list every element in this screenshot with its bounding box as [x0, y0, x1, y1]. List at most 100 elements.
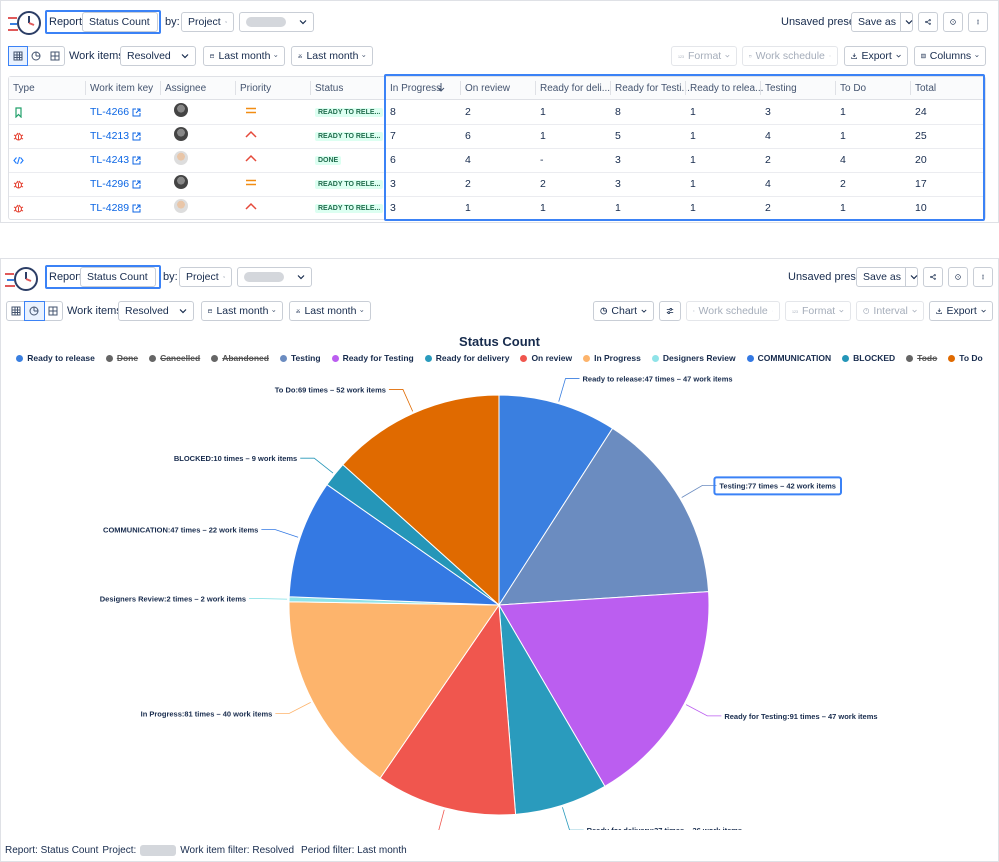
button-label: Last month [304, 305, 357, 317]
column-header: To Do [840, 83, 867, 94]
dropdown-button[interactable]: Export [844, 46, 908, 66]
avatar [174, 151, 188, 165]
button-label: Project [186, 271, 219, 283]
dropdown-button[interactable]: Last month [289, 301, 371, 321]
dropdown-button[interactable]: Resolved [118, 301, 194, 321]
work-item-link[interactable]: TL-4213 [90, 130, 141, 142]
dropdown-button[interactable]: Work schedule [686, 301, 780, 321]
view-button[interactable] [27, 47, 45, 65]
icon-button[interactable]: ? [943, 12, 963, 32]
report-box [45, 265, 161, 289]
chevron [224, 21, 227, 23]
dropdown-button[interactable]: Save as [851, 12, 913, 32]
dropdown-button[interactable]: 123 Format [785, 301, 851, 321]
icon [13, 51, 23, 61]
dropdown-button[interactable]: Columns [914, 46, 986, 66]
icon-button[interactable] [923, 267, 943, 287]
dropdown-button[interactable]: Last month [291, 46, 373, 66]
chevron [912, 309, 917, 313]
report-label: Report: [49, 16, 86, 28]
work-item-link[interactable]: TL-4266 [90, 106, 141, 118]
column-header: Assignee [165, 83, 207, 94]
dropdown-button[interactable]: Resolved [120, 46, 196, 66]
legend-marker [211, 354, 219, 362]
view-button[interactable] [7, 302, 25, 320]
dropdown-button[interactable]: Project [181, 12, 234, 32]
column-divider [760, 81, 761, 95]
status-badge: READY TO RELE... [315, 180, 384, 189]
legend-item[interactable]: Ready for delivery [424, 353, 510, 363]
view-button[interactable] [24, 301, 45, 321]
legend-item[interactable]: To Do [948, 353, 983, 363]
column-divider [685, 81, 686, 95]
legend-label: Ready for delivery [435, 353, 510, 363]
slice-label: BLOCKED:10 times – 9 work items [174, 454, 297, 463]
legend-item[interactable]: Todo [906, 353, 937, 363]
icon-button[interactable] [968, 12, 988, 32]
legend-item[interactable]: In Progress [583, 353, 641, 363]
dropdown-button[interactable]: Last month [201, 301, 283, 321]
work-item-link[interactable]: TL-4289 [90, 202, 141, 214]
dropdown-button[interactable]: Project [179, 267, 232, 287]
icon-button[interactable] [918, 12, 938, 32]
legend-item[interactable]: Abandoned [211, 353, 269, 363]
legend-item[interactable]: Cancelled [149, 353, 200, 363]
dropdown-button[interactable] [237, 267, 312, 287]
avatar [174, 199, 188, 213]
chevron [981, 309, 986, 313]
legend-item[interactable]: Ready for Testing [331, 353, 414, 363]
leader-line [438, 809, 445, 830]
type-icon [13, 131, 24, 145]
column-divider [835, 81, 836, 95]
legend-item[interactable]: Ready to release [16, 353, 95, 363]
legend-item[interactable]: BLOCKED [842, 353, 895, 363]
dropdown-button[interactable]: Last month [203, 46, 285, 66]
icon-button[interactable] [659, 301, 681, 321]
button-label: Work schedule [755, 50, 825, 62]
dropdown-button[interactable]: Interval [856, 301, 924, 321]
legend-item[interactable]: Designers Review [651, 353, 736, 363]
column-header: Ready for deli... [540, 83, 611, 94]
dropdown-button[interactable]: Save as [856, 267, 918, 287]
icon-button[interactable] [973, 267, 993, 287]
icon [208, 309, 213, 314]
dropdown-button[interactable]: 123 Format [671, 46, 737, 66]
chevron [222, 276, 225, 278]
pie-slice [342, 394, 500, 607]
legend-item[interactable]: Testing [279, 353, 321, 363]
work-item-link[interactable]: TL-4296 [90, 178, 141, 190]
count-cell: 2 [540, 178, 546, 190]
dropdown-button[interactable]: Work schedule [742, 46, 838, 66]
view-button[interactable] [44, 302, 62, 320]
dropdown-button[interactable]: Export [929, 301, 993, 321]
dropdown-button[interactable]: Chart [593, 301, 654, 321]
legend-item[interactable]: COMMUNICATION [746, 353, 831, 363]
logo [5, 267, 38, 291]
count-cell: - [540, 154, 544, 166]
button-label: Resolved [127, 50, 171, 62]
dropdown-button[interactable] [239, 12, 314, 32]
icon [666, 308, 674, 314]
count-cell: 1 [690, 106, 696, 118]
external-link-icon [132, 180, 141, 188]
view-toggle [7, 46, 65, 66]
legend-item[interactable]: Done [105, 353, 138, 363]
legend-marker [520, 354, 528, 362]
svg-text:?: ? [957, 276, 959, 280]
button-label: Interval [873, 305, 908, 317]
icon [245, 154, 257, 162]
icon [13, 180, 24, 189]
view-button[interactable] [7, 46, 29, 66]
icon-button[interactable]: ? [948, 267, 968, 287]
pie-slice [498, 591, 710, 788]
legend-marker [842, 354, 850, 362]
button-label: Project [188, 16, 221, 28]
work-item-link[interactable]: TL-4243 [90, 154, 141, 166]
count-cell: 8 [390, 106, 396, 118]
dropdown-button[interactable]: Status Count [82, 12, 158, 32]
legend-item[interactable]: On review [520, 353, 572, 363]
icon [936, 308, 943, 314]
view-button[interactable] [46, 47, 64, 65]
chevron [179, 309, 187, 314]
dropdown-button[interactable]: Status Count [80, 267, 156, 287]
